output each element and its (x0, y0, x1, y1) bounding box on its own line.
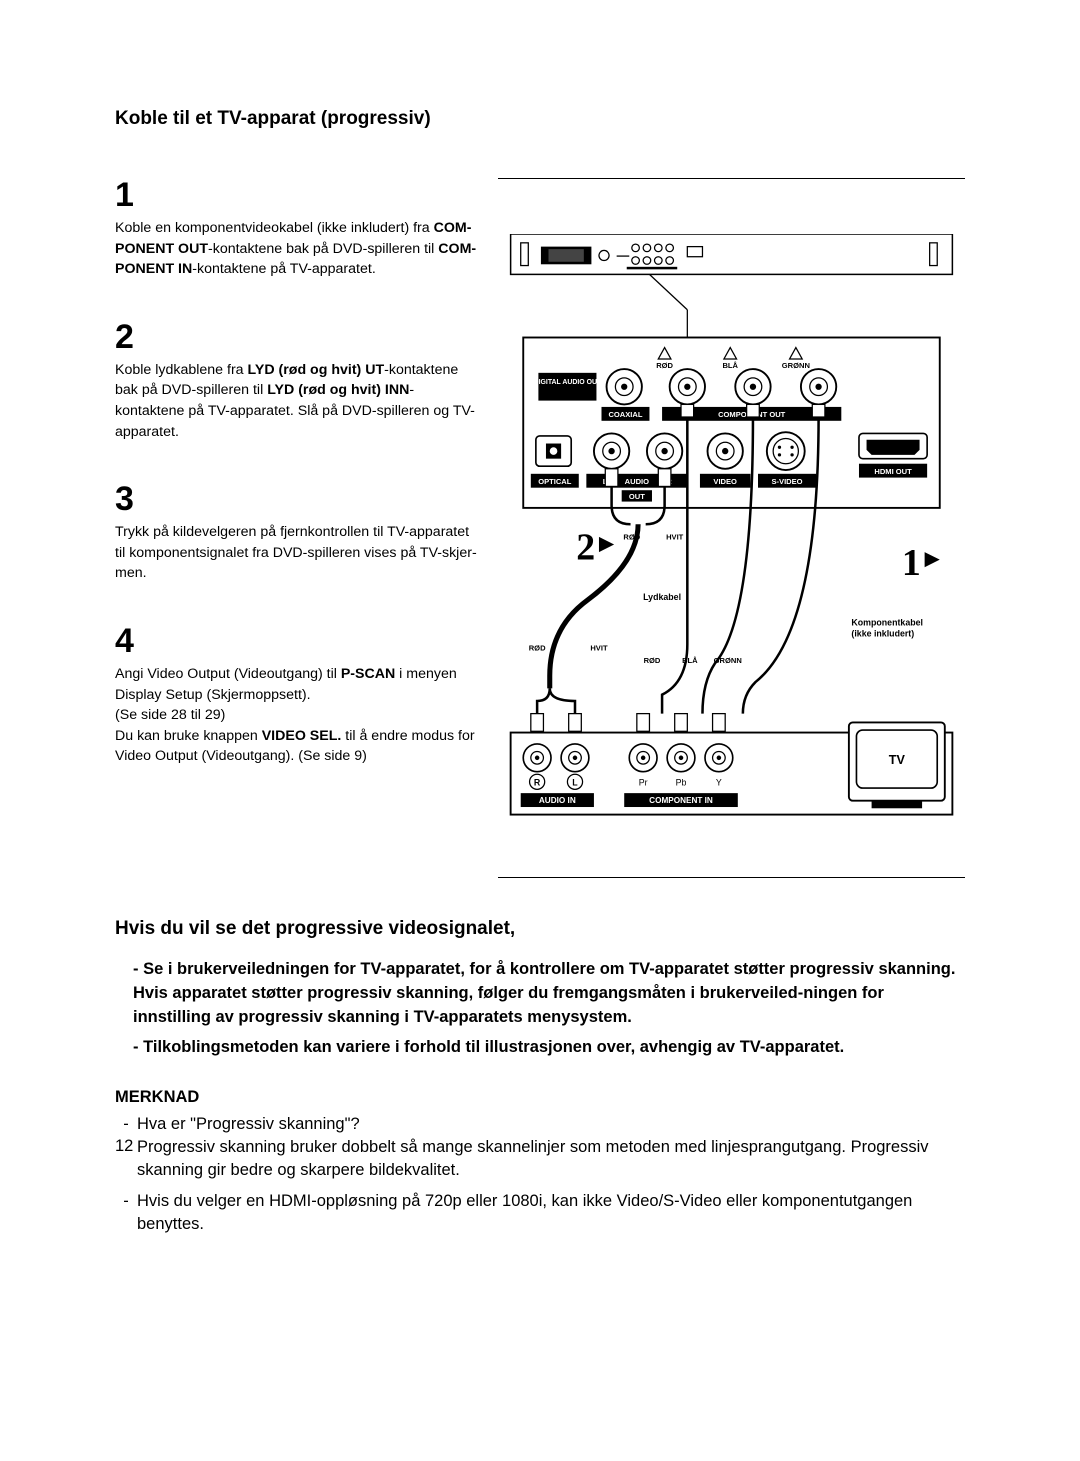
label-video: VIDEO (713, 477, 737, 486)
steps-column: 1 Koble en komponentvideokabel (ikke ink… (115, 178, 480, 777)
step-2: 2 Koble lydkablene fra LYD (rød og hvit)… (115, 320, 480, 442)
step-body: Koble lydkablene fra LYD (rød og hvit) U… (115, 360, 480, 442)
svg-text:BLÅ: BLÅ (682, 656, 698, 665)
svg-text:GRØNN: GRØNN (714, 656, 742, 665)
merknad-heading: MERKNAD (115, 1088, 965, 1107)
merknad-item: - Hvis du velger en HDMI-oppløsning på 7… (115, 1190, 965, 1236)
page-number: 12 (115, 1137, 133, 1156)
subheading: Hvis du vil se det progressive videosign… (115, 918, 965, 940)
step-body: Angi Video Output (Videoutgang) til P-SC… (115, 664, 480, 767)
step-number: 1 (115, 178, 480, 212)
label-audio: AUDIO (625, 477, 649, 486)
label-digital: DIGITAL AUDIO OUT (534, 379, 602, 386)
svg-text:L: L (572, 778, 578, 788)
arrow-1: 1 (902, 542, 940, 584)
svg-text:Pr: Pr (639, 778, 648, 788)
svg-text:Pb: Pb (676, 778, 687, 788)
svg-text:Y: Y (716, 778, 722, 788)
step-1: 1 Koble en komponentvideokabel (ikke ink… (115, 178, 480, 280)
label-tv: TV (889, 753, 906, 767)
step-number: 3 (115, 482, 480, 516)
label-lydkabel: Lydkabel (643, 592, 681, 602)
label-bla: BLÅ (722, 361, 738, 370)
label-rod-b: RØD (529, 644, 546, 653)
merknad-item: - Hva er "Progressiv skanning"?Progressi… (115, 1113, 965, 1182)
bullet-item: - Tilkoblingsmetoden kan variere i forho… (133, 1036, 965, 1060)
label-komponentkabel: Komponentkabel (851, 617, 923, 627)
label-ikke-inkludert: (ikke inkludert) (851, 629, 914, 639)
label-optical: OPTICAL (538, 477, 572, 486)
label-hvit-cable: HVIT (666, 532, 684, 541)
step-3: 3 Trykk på kildevelgeren på fjernkontrol… (115, 482, 480, 584)
diagram-column: RØD BLÅ GRØNN DIGITAL AUDIO OUT (498, 178, 965, 878)
label-audio-in: AUDIO IN (539, 796, 576, 805)
step-number: 4 (115, 624, 480, 658)
label-out: OUT (629, 492, 645, 501)
svg-text:1: 1 (902, 542, 921, 584)
svg-text:2: 2 (576, 527, 595, 569)
step-body: Koble en komponentvideokabel (ikke inklu… (115, 218, 480, 280)
label-component-in: COMPONENT IN (649, 796, 713, 805)
step-number: 2 (115, 320, 480, 354)
arrow-2: 2 (559, 524, 615, 568)
step-4: 4 Angi Video Output (Videoutgang) til P-… (115, 624, 480, 767)
label-coaxial: COAXIAL (608, 410, 642, 419)
svg-text:R: R (534, 778, 541, 788)
merknad-list: - Hva er "Progressiv skanning"?Progressi… (115, 1113, 965, 1236)
label-rod: RØD (656, 361, 673, 370)
connection-diagram: RØD BLÅ GRØNN DIGITAL AUDIO OUT (498, 234, 965, 865)
label-hvit-b: HVIT (590, 644, 608, 653)
bullet-item: - Se i brukerveiledningen for TV-apparat… (133, 958, 965, 1030)
page-title: Koble til et TV-apparat (progressiv) (115, 108, 965, 130)
step-body: Trykk på kildevelgeren på fjernkontrolle… (115, 522, 480, 584)
sub-bullets: - Se i brukerveiledningen for TV-apparat… (115, 958, 965, 1060)
svg-text:RØD: RØD (644, 656, 661, 665)
label-hdmi-out: HDMI OUT (874, 467, 912, 476)
label-gronn: GRØNN (782, 361, 810, 370)
label-svideo: S-VIDEO (771, 477, 802, 486)
